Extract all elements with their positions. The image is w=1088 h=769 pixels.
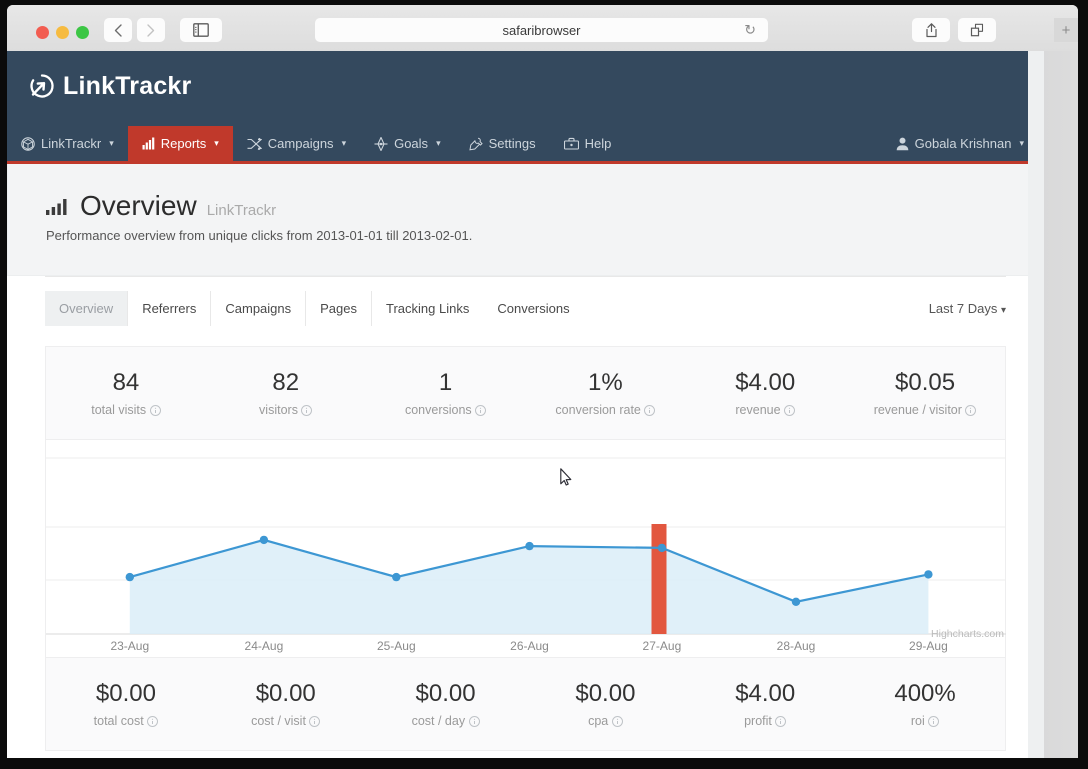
svg-text:26-Aug: 26-Aug <box>510 639 549 653</box>
svg-text:29-Aug: 29-Aug <box>909 639 948 653</box>
svg-text:Highcharts.com: Highcharts.com <box>931 628 1004 640</box>
svg-text:24-Aug: 24-Aug <box>245 639 284 653</box>
svg-text:27-Aug: 27-Aug <box>643 639 682 653</box>
svg-text:25-Aug: 25-Aug <box>377 639 416 653</box>
svg-text:28-Aug: 28-Aug <box>777 639 816 653</box>
svg-text:23-Aug: 23-Aug <box>110 639 149 653</box>
